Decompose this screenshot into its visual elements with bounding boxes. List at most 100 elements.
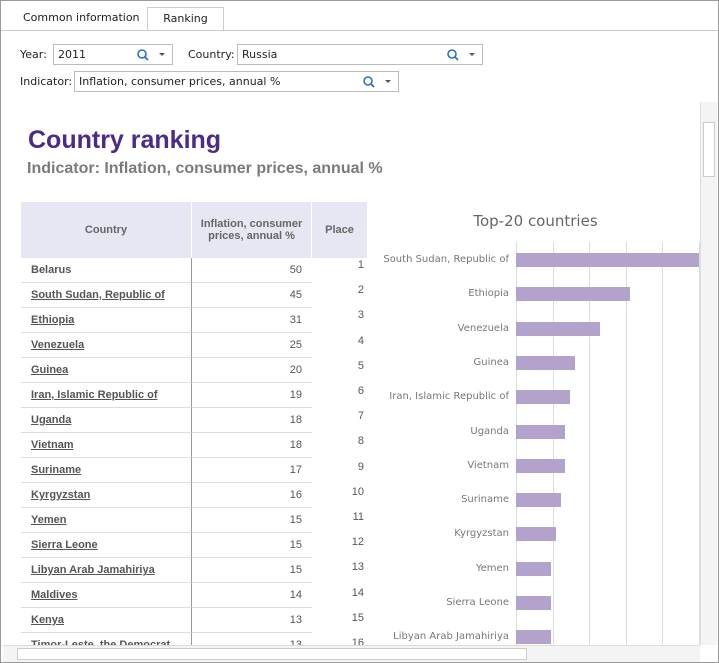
indicator-combo[interactable]: Inflation, consumer prices, annual % [74, 71, 399, 92]
y-tick-label: Yemen [475, 562, 509, 574]
value-cell: 18 [192, 408, 312, 433]
country-cell[interactable]: Kyrgyzstan [21, 483, 192, 508]
bar [516, 527, 556, 542]
grid-line [699, 242, 700, 645]
country-label: Country: [188, 48, 235, 61]
country-cell[interactable]: Vietnam [21, 433, 192, 458]
country-cell[interactable]: Maldives [21, 583, 192, 608]
country-cell[interactable]: Uganda [21, 408, 192, 433]
place-cell: 11 [352, 511, 364, 523]
value-cell: 31 [192, 308, 312, 333]
place-cell: 4 [357, 334, 364, 347]
y-tick-label: South Sudan, Republic of [383, 254, 509, 265]
bar [516, 321, 601, 336]
y-tick-label: Libyan Arab Jamahiriya [393, 631, 509, 643]
column-header: Inflation, consumer prices, annual % [192, 202, 312, 258]
combo-icons [447, 49, 475, 61]
grid-line [625, 242, 627, 645]
value-cell: 15 [192, 533, 312, 558]
place-cell: 15 [351, 611, 364, 624]
y-tick-label: Iran, Islamic Republic of [389, 391, 509, 403]
indicator-value: Inflation, consumer prices, annual % [79, 75, 281, 88]
value-cell: 14 [192, 583, 312, 608]
y-tick-label: Sierra Leone [446, 597, 509, 608]
combo-icons [137, 49, 165, 61]
country-cell[interactable]: Yemen [21, 508, 192, 533]
country-cell[interactable]: Kenya [21, 608, 192, 633]
report-subtitle: Indicator: Inflation, consumer prices, a… [27, 160, 383, 177]
value-cell: 13 [192, 608, 312, 633]
tab-border [1, 30, 718, 31]
bar [516, 424, 566, 439]
grid-line [662, 242, 664, 645]
grid-line [516, 242, 517, 645]
chart: Top-20 countries South Sudan, Republic o… [373, 202, 700, 645]
value-cell: 45 [192, 283, 312, 308]
y-tick-label: Kyrgyzstan [454, 528, 509, 540]
place-cell: 5 [357, 359, 364, 372]
place-cell: 14 [351, 586, 364, 599]
y-tick-label: Ethiopia [468, 288, 509, 300]
bar [516, 493, 561, 508]
year-label: Year: [20, 48, 47, 61]
place-cell: 2 [357, 284, 364, 297]
indicator-label: Indicator: [20, 75, 73, 88]
y-tick-label: Guinea [473, 356, 509, 368]
value-cell: 18 [192, 433, 312, 458]
tab-active[interactable]: Ranking [147, 7, 224, 31]
place-cell: 7 [357, 410, 364, 423]
place-cell: 16 [351, 637, 364, 645]
combo-icons [363, 76, 391, 88]
country-value: Russia [242, 48, 278, 61]
bar [516, 458, 566, 473]
vertical-scrollbar[interactable] [700, 102, 717, 645]
value-cell: 17 [192, 458, 312, 483]
place-cell: 12 [351, 536, 364, 549]
place-cell: 9 [357, 460, 364, 473]
country-cell[interactable]: Sierra Leone [21, 533, 192, 558]
column-header: Place [312, 202, 368, 258]
year-combo[interactable]: 2011 [53, 44, 173, 65]
tab[interactable]: Common information [11, 7, 152, 31]
place-cell: 13 [351, 561, 364, 574]
country-cell[interactable]: Iran, Islamic Republic of [21, 383, 192, 408]
grid-line [589, 242, 591, 645]
country-cell[interactable]: Libyan Arab Jamahiriya [21, 558, 192, 583]
column-header: Country [21, 202, 192, 258]
value-cell: 19 [192, 383, 312, 408]
y-tick-label: Venezuela [457, 322, 509, 334]
country-cell[interactable]: Venezuela [21, 333, 192, 358]
value-cell: 25 [192, 333, 312, 358]
value-cell: 20 [192, 358, 312, 383]
scroll-thumb[interactable] [17, 648, 527, 660]
place-cell: 1 [357, 259, 364, 271]
y-tick-label: Vietnam [467, 459, 509, 471]
country-cell[interactable]: Suriname [21, 458, 192, 483]
country-cell[interactable]: Guinea [21, 358, 192, 383]
value-cell: 50 [192, 258, 312, 283]
y-tick-label: Suriname [461, 494, 509, 506]
report-panel: Country ranking Indicator: Inflation, co… [3, 102, 700, 645]
country-cell[interactable]: South Sudan, Republic of [21, 283, 192, 308]
value-cell: 15 [192, 558, 312, 583]
bar [516, 355, 576, 370]
year-value: 2011 [58, 48, 86, 61]
place-cell: 3 [357, 309, 364, 322]
place-cell: 6 [357, 385, 364, 397]
bar [516, 253, 699, 267]
place-cell: 10 [351, 485, 364, 498]
horizontal-scrollbar[interactable] [3, 645, 700, 662]
country-cell[interactable]: Timor-Leste, the Democrat [21, 633, 192, 645]
scroll-thumb[interactable] [703, 122, 715, 177]
place-cell: 8 [357, 435, 364, 448]
report-title: Country ranking [28, 126, 222, 154]
country-combo[interactable]: Russia [237, 44, 483, 65]
country-cell: Belarus [21, 258, 192, 283]
y-tick-label: Uganda [470, 425, 509, 437]
bar [516, 561, 551, 576]
country-cell[interactable]: Ethiopia [21, 308, 192, 333]
bar [516, 596, 551, 610]
bar [516, 390, 571, 405]
grid-line [552, 242, 554, 645]
